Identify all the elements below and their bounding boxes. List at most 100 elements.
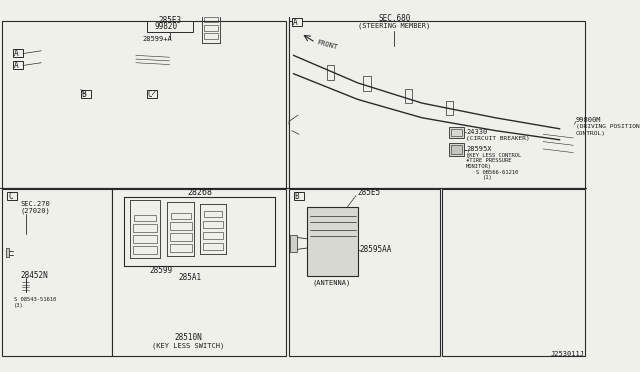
Text: +TIRE PRESSURE: +TIRE PRESSURE	[466, 158, 511, 163]
Text: A: A	[13, 61, 19, 70]
Bar	[289, 20, 585, 188]
Text: 28510N: 28510N	[174, 333, 202, 342]
Text: B: B	[294, 192, 299, 201]
Polygon shape	[292, 78, 316, 112]
Bar	[133, 246, 157, 254]
Circle shape	[321, 239, 343, 261]
Bar	[170, 233, 192, 241]
Polygon shape	[48, 48, 117, 60]
Bar	[326, 65, 334, 80]
Text: (KEY LESS CONTROL: (KEY LESS CONTROL	[466, 153, 521, 158]
Bar	[364, 76, 371, 91]
Bar	[7, 192, 17, 201]
Polygon shape	[136, 51, 172, 66]
Polygon shape	[55, 78, 81, 97]
Bar	[81, 90, 91, 99]
Circle shape	[326, 243, 339, 256]
Text: A: A	[13, 49, 19, 58]
Text: A: A	[292, 18, 297, 27]
Bar	[290, 235, 297, 252]
Bar	[124, 197, 275, 266]
Text: C: C	[8, 192, 13, 201]
Bar	[289, 189, 440, 356]
Text: (1): (1)	[483, 175, 492, 180]
Bar	[147, 90, 157, 99]
Text: MONITOR): MONITOR)	[466, 164, 492, 169]
Bar	[204, 33, 218, 39]
Bar	[451, 145, 462, 154]
Text: SEC.680: SEC.680	[378, 14, 411, 23]
Bar	[170, 222, 192, 230]
Text: (3): (3)	[13, 303, 24, 308]
Circle shape	[330, 247, 335, 253]
Polygon shape	[541, 127, 576, 156]
Bar	[294, 192, 303, 201]
Bar	[13, 49, 23, 57]
Bar	[205, 10, 218, 14]
Bar	[2, 189, 112, 356]
Bar	[442, 189, 585, 356]
Text: 28599+A: 28599+A	[142, 36, 172, 42]
Bar	[449, 127, 464, 138]
Text: (KEY LESS SWITCH): (KEY LESS SWITCH)	[152, 342, 224, 349]
Bar	[6, 248, 9, 257]
Text: (STEERING MEMBER): (STEERING MEMBER)	[358, 23, 431, 29]
Text: B: B	[82, 90, 86, 99]
Text: 285E5: 285E5	[358, 189, 381, 198]
Bar	[204, 25, 218, 31]
Text: 99820: 99820	[154, 22, 177, 31]
Text: 28452N: 28452N	[20, 271, 48, 280]
Bar	[203, 231, 223, 239]
Text: 285A1: 285A1	[179, 273, 202, 282]
Polygon shape	[13, 37, 266, 74]
Circle shape	[32, 261, 38, 266]
Text: 28599: 28599	[150, 266, 173, 275]
Bar	[204, 211, 222, 217]
Polygon shape	[11, 237, 46, 271]
Text: (ANTENNA): (ANTENNA)	[313, 280, 351, 286]
Bar	[133, 224, 157, 231]
Circle shape	[84, 47, 99, 62]
Text: 28268: 28268	[188, 189, 212, 198]
Text: 99800M: 99800M	[576, 116, 602, 123]
Text: (DRIVING POSITION: (DRIVING POSITION	[576, 125, 640, 129]
Circle shape	[216, 56, 228, 69]
Text: 285E3: 285E3	[158, 16, 181, 25]
Polygon shape	[142, 83, 172, 97]
Polygon shape	[23, 66, 271, 101]
Bar	[13, 61, 23, 69]
Text: 28595X: 28595X	[466, 146, 492, 152]
Text: J253011J: J253011J	[550, 350, 584, 356]
Bar	[203, 221, 223, 228]
Text: C: C	[148, 90, 152, 99]
Bar	[170, 244, 192, 252]
Polygon shape	[289, 103, 303, 129]
Bar	[203, 243, 223, 250]
Text: (CIRCUIT BREAKER): (CIRCUIT BREAKER)	[466, 137, 530, 141]
Bar	[204, 17, 218, 22]
Bar	[446, 101, 453, 115]
Bar	[134, 215, 156, 221]
Text: (27020): (27020)	[20, 207, 50, 214]
Text: S 0B566-61210: S 0B566-61210	[476, 170, 518, 175]
Bar	[2, 20, 286, 188]
Bar	[112, 189, 286, 356]
Circle shape	[61, 45, 77, 62]
Text: CONTROL): CONTROL)	[576, 131, 606, 136]
Polygon shape	[193, 55, 252, 69]
Circle shape	[17, 241, 23, 247]
Text: FRONT: FRONT	[316, 39, 338, 50]
Bar	[133, 235, 157, 243]
Text: 28595AA: 28595AA	[360, 246, 392, 254]
Polygon shape	[41, 46, 124, 63]
Bar	[449, 144, 464, 156]
Circle shape	[64, 49, 74, 58]
Bar	[292, 18, 302, 26]
Text: 24330: 24330	[466, 129, 487, 135]
Circle shape	[104, 51, 113, 60]
Circle shape	[87, 50, 96, 59]
Circle shape	[63, 85, 70, 92]
Bar	[307, 207, 358, 276]
Text: SEC.270: SEC.270	[20, 201, 50, 207]
Bar	[147, 22, 193, 32]
